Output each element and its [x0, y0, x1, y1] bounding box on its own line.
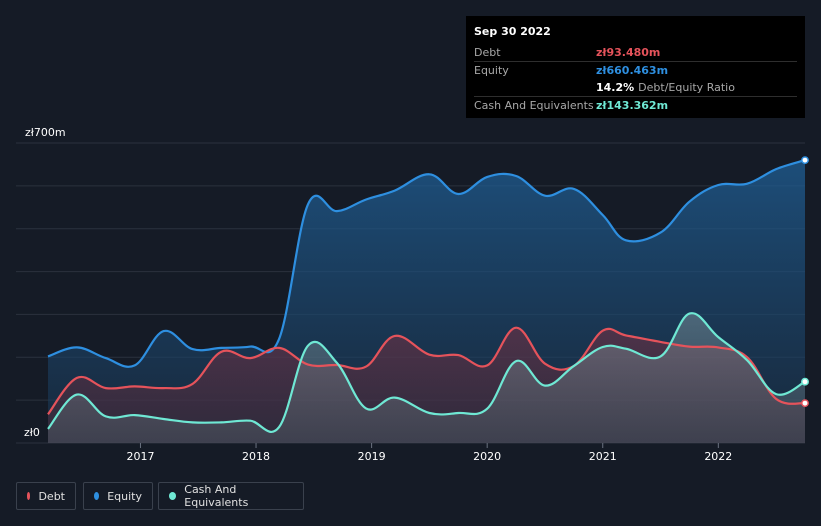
tooltip-debt-label: Debt — [474, 46, 501, 59]
tooltip-panel: Sep 30 2022 Debt zł93.480m Equity zł660.… — [466, 16, 805, 118]
tooltip-ratio-label — [474, 79, 596, 96]
cash-end-marker — [801, 377, 809, 386]
series-end-markers — [801, 156, 809, 408]
series-lines — [47, 159, 806, 434]
tooltip-ratio-suffix: Debt/Equity Ratio — [638, 81, 735, 94]
x-tick-label: 2020 — [473, 450, 501, 463]
legend-equity-label: Equity — [107, 489, 142, 503]
x-tick-label: 2018 — [242, 450, 270, 463]
cash-line — [47, 312, 806, 434]
tooltip-row-ratio: 14.2% Debt/Equity Ratio — [474, 79, 797, 96]
tooltip-row-cash: Cash And Equivalents zł143.362m — [474, 96, 797, 114]
tooltip-ratio-value: 14.2% — [596, 81, 635, 94]
cash-area — [48, 313, 805, 443]
cash-dot-icon — [169, 492, 177, 500]
x-tick-label: 2017 — [126, 450, 154, 463]
tooltip-debt-value: zł93.480m — [596, 46, 661, 59]
debt-dot-icon — [27, 492, 31, 500]
x-tick-label: 2019 — [358, 450, 386, 463]
debt-end-marker — [801, 399, 809, 408]
y-axis-min-label: zł0 — [24, 426, 40, 439]
tooltip-row-equity: Equity zł660.463m — [474, 61, 797, 79]
tooltip-cash-label: Cash And Equivalents — [474, 99, 594, 112]
y-axis-max-label: zł700m — [25, 126, 66, 139]
legend-cash[interactable]: Cash And Equivalents — [158, 482, 304, 510]
legend-equity[interactable]: Equity — [83, 482, 153, 510]
x-axis-ticks: 2017 2018 2019 2020 2021 2022 — [126, 443, 732, 463]
x-tick-label: 2021 — [589, 450, 617, 463]
equity-line — [47, 159, 806, 368]
tooltip-row-debt: Debt zł93.480m — [474, 44, 797, 61]
tooltip-date: Sep 30 2022 — [474, 25, 551, 38]
tooltip-equity-value: zł660.463m — [596, 64, 669, 77]
equity-dot-icon — [94, 492, 100, 500]
legend-debt[interactable]: Debt — [16, 482, 76, 510]
debt-line — [47, 326, 806, 415]
tooltip-equity-label: Equity — [474, 64, 509, 77]
tooltip-cash-value: zł143.362m — [596, 99, 669, 112]
x-tick-label: 2022 — [704, 450, 732, 463]
legend-debt-label: Debt — [38, 489, 65, 503]
legend-cash-label: Cash And Equivalents — [184, 483, 249, 509]
equity-end-marker — [801, 156, 809, 165]
series-areas — [48, 160, 805, 443]
